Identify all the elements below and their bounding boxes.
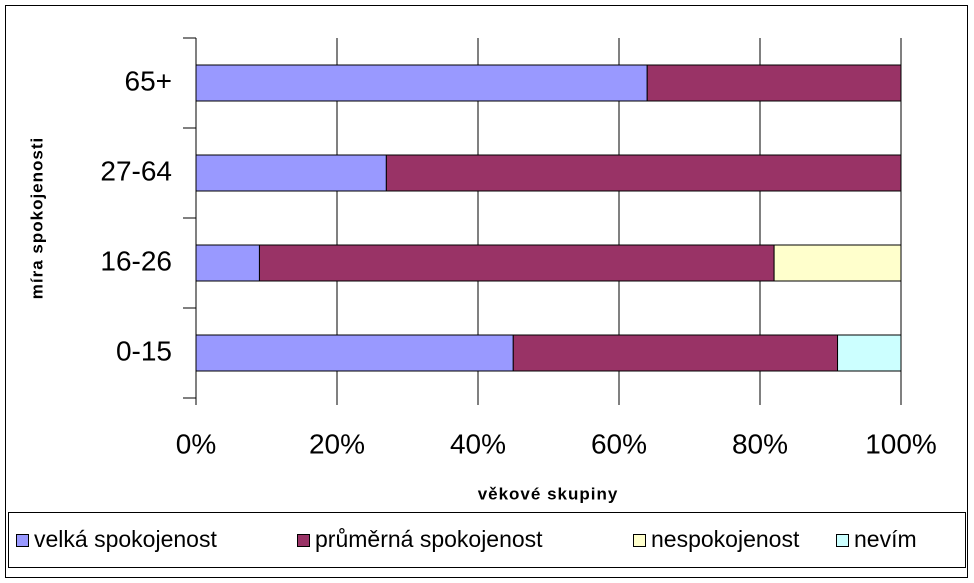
x-tick-label: 20%	[309, 428, 365, 459]
legend-label: průměrná spokojenost	[315, 526, 543, 552]
y-axis-label: míra spokojenosti	[27, 137, 46, 299]
y-tick-label: 16-26	[100, 245, 172, 276]
y-tick-label: 65+	[125, 65, 173, 96]
bar-segment	[195, 64, 648, 102]
legend-marker	[297, 534, 310, 547]
legend-label: velká spokojenost	[34, 526, 217, 552]
bar-segment	[773, 244, 902, 282]
y-tick-label: 27-64	[100, 155, 172, 186]
bar-segment	[646, 64, 902, 102]
bar-segment	[512, 334, 839, 372]
bar-segment	[195, 334, 514, 372]
y-tick-label: 0-15	[116, 335, 172, 366]
x-tick-label: 80%	[732, 428, 788, 459]
legend-box	[8, 512, 966, 568]
legend-label: nespokojenost	[651, 526, 800, 552]
bar-segment	[385, 154, 902, 192]
x-tick-label: 0%	[176, 428, 216, 459]
bar-segment	[195, 244, 260, 282]
bar-segment	[837, 334, 902, 372]
bar-segment	[258, 244, 775, 282]
legend-marker	[633, 534, 646, 547]
x-tick-label: 60%	[591, 428, 647, 459]
legend-marker	[16, 534, 29, 547]
x-axis-label: věkové skupiny	[478, 484, 619, 503]
bar-segment	[195, 154, 387, 192]
legend-label: nevím	[854, 526, 917, 552]
x-tick-label: 100%	[865, 428, 937, 459]
legend-marker	[836, 534, 849, 547]
x-tick-label: 40%	[450, 428, 506, 459]
